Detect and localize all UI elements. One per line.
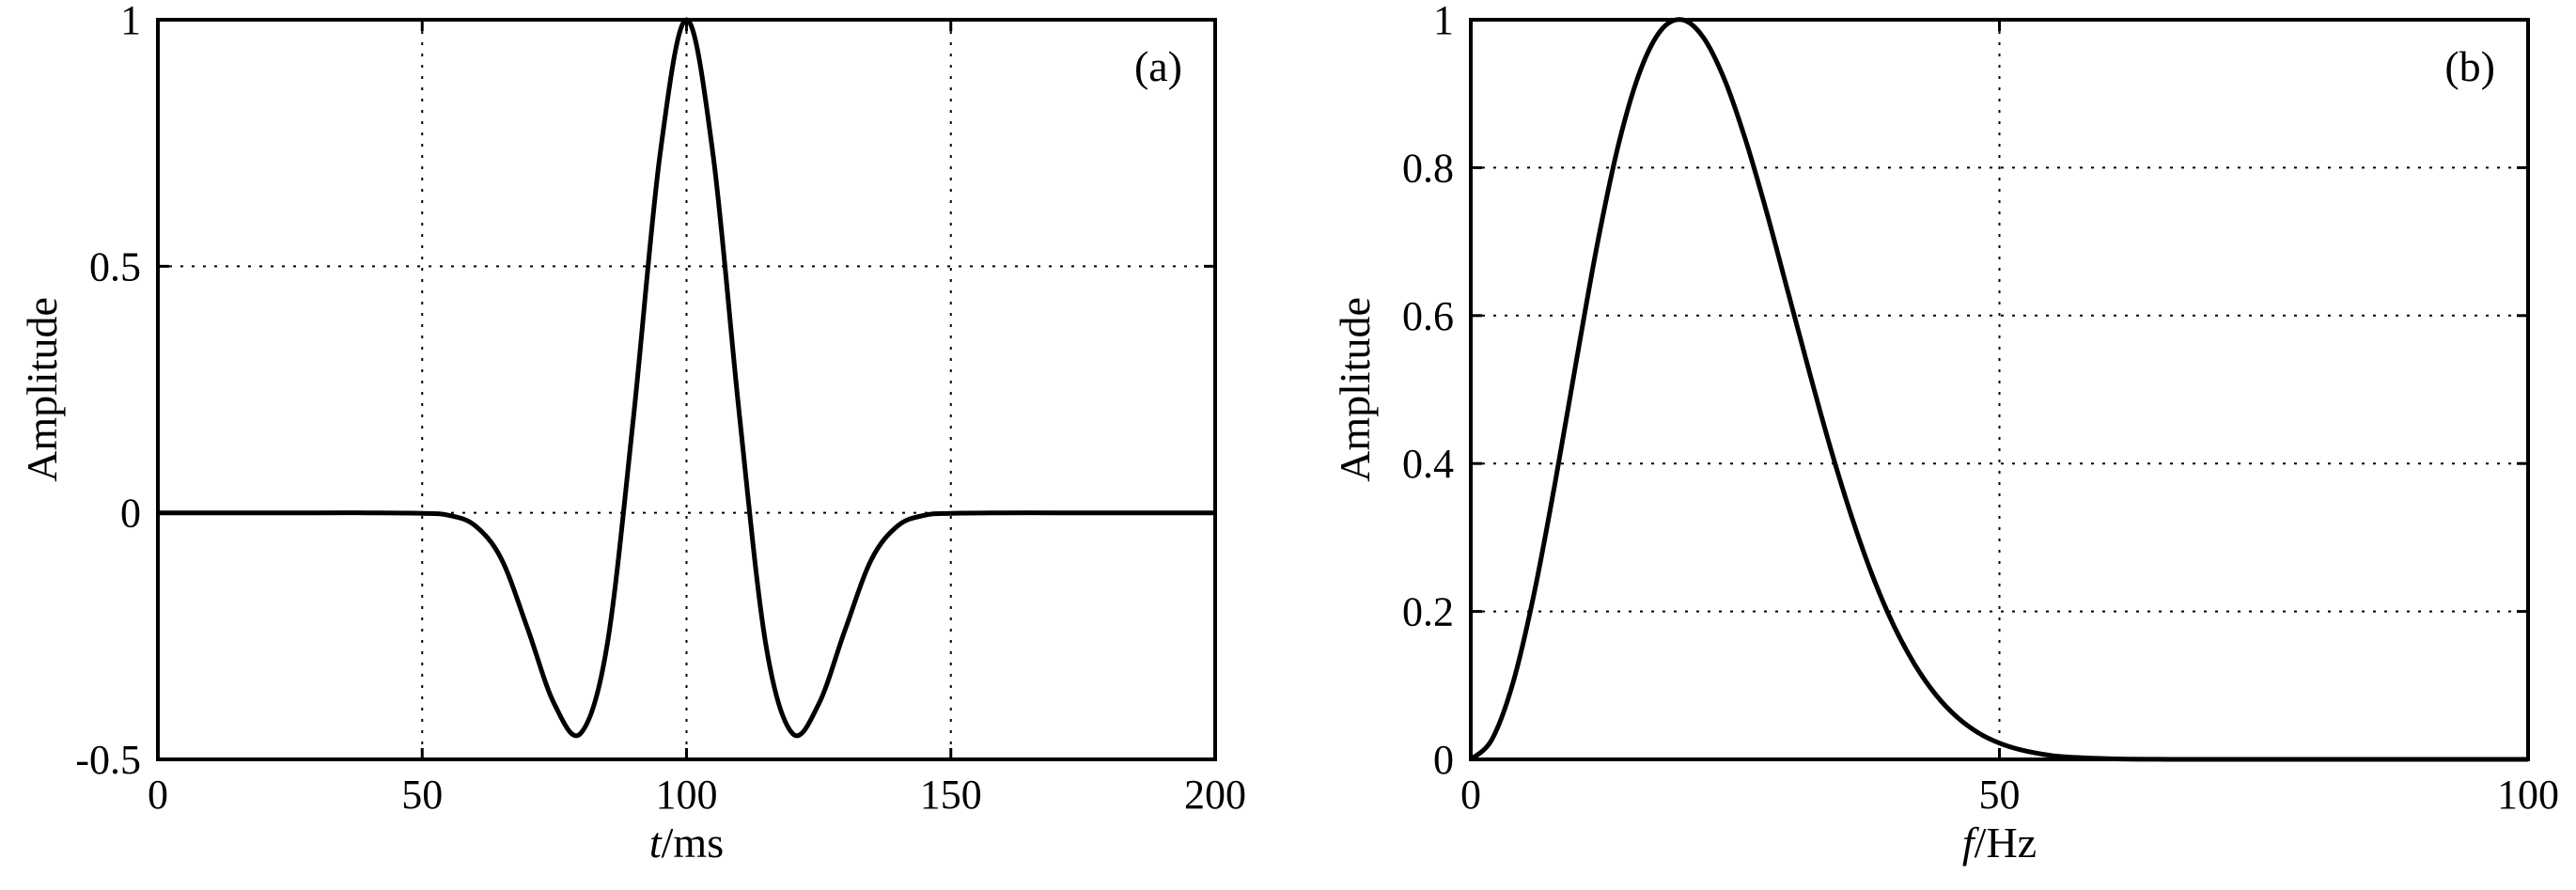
y-tick-label-a: 1 bbox=[120, 0, 141, 43]
x-tick-label-a: 50 bbox=[401, 772, 443, 818]
panel-a: 0 50 100 150 200-0.500.51 (a) Amplitude t/ms bbox=[18, 0, 1246, 867]
plot-frame-b bbox=[1469, 18, 2530, 761]
x-axis-label-b: f/Hz bbox=[1962, 819, 2037, 867]
grid-b bbox=[1471, 20, 2528, 759]
wavelet-curve bbox=[158, 17, 1215, 739]
y-tick-label-a: 0.5 bbox=[89, 243, 141, 289]
x-tick-label-a: 150 bbox=[920, 772, 982, 818]
y-tick-label-a: 0 bbox=[120, 491, 141, 537]
y-tick-label-b: 0.8 bbox=[1402, 145, 1454, 191]
tick-labels-a: 0 50 100 150 200-0.500.51 bbox=[75, 0, 1246, 818]
panel-tag-b: (b) bbox=[2444, 42, 2495, 90]
panel-b: 0 50 100 0 0.2 0.4 0.6 0.8 1 (b) Amplitude f/Hz bbox=[1331, 0, 2559, 867]
tick-labels-b: 0 50 100 0 0.2 0.4 0.6 0.8 1 bbox=[1402, 0, 2559, 818]
y-axis-label-b: Amplitude bbox=[1331, 297, 1379, 482]
y-tick-label-b: 1 bbox=[1433, 0, 1454, 43]
ticks-b bbox=[1469, 18, 2530, 761]
ticks-a bbox=[156, 18, 1217, 761]
panel-tag-a: (a) bbox=[1134, 42, 1182, 90]
x-tick-label-b: 50 bbox=[1979, 772, 2021, 818]
x-tick-label-b: 100 bbox=[2497, 772, 2559, 818]
y-tick-label-b: 0 bbox=[1433, 737, 1454, 783]
grid-a bbox=[158, 20, 1215, 759]
x-tick-label-b: 0 bbox=[1460, 772, 1481, 818]
x-axis-label-a: t/ms bbox=[649, 819, 724, 867]
y-tick-label-b: 0.2 bbox=[1402, 589, 1454, 635]
y-tick-label-b: 0.4 bbox=[1402, 441, 1454, 487]
y-tick-label-a: -0.5 bbox=[75, 737, 141, 783]
x-axis-symbol-a: t bbox=[649, 819, 663, 867]
x-axis-unit-b: /Hz bbox=[1975, 819, 2037, 867]
y-axis-label-a: Amplitude bbox=[18, 297, 66, 482]
x-axis-unit-a: /ms bbox=[662, 819, 724, 867]
y-tick-label-b: 0.6 bbox=[1402, 293, 1454, 339]
x-tick-label-a: 200 bbox=[1184, 772, 1246, 818]
spectrum-curve bbox=[1469, 17, 2528, 762]
x-tick-label-a: 0 bbox=[148, 772, 168, 818]
x-tick-label-a: 100 bbox=[656, 772, 718, 818]
plot-frame-a bbox=[156, 18, 1217, 761]
